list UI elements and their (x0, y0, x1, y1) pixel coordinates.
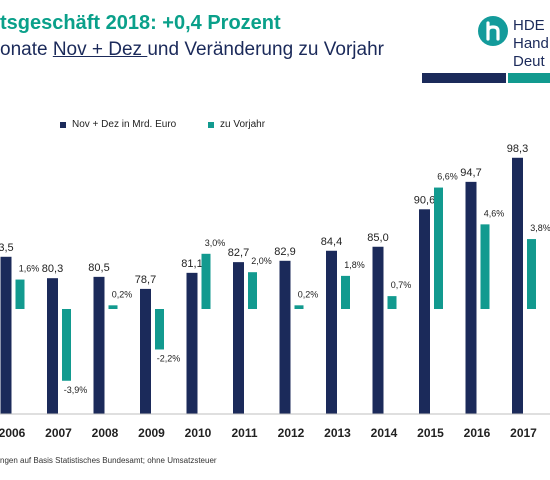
subtitle-prefix: onate (0, 39, 53, 60)
bar-zu-vorjahr-2015 (434, 187, 443, 309)
value-label-nov-dez-2008: 80,5 (88, 262, 109, 274)
bar-nov-dez-2012 (279, 260, 291, 414)
bar-nov-dez-2006 (0, 256, 12, 414)
x-tick-label-2013: 2013 (324, 426, 351, 440)
bar-zu-vorjahr-2010 (201, 253, 211, 309)
value-label-zu-vorjahr-2014: 0,7% (391, 280, 412, 290)
logo-line-2: Hand (513, 35, 549, 52)
x-tick-label-2007: 2007 (45, 426, 72, 440)
x-tick-label-2014: 2014 (371, 426, 398, 440)
hde-logo-icon (478, 16, 508, 46)
bar-zu-vorjahr-2013 (341, 275, 350, 309)
value-label-zu-vorjahr-2008: 0,2% (112, 289, 133, 299)
legend-swatch-teal (208, 121, 214, 128)
bar-zu-vorjahr-2011 (248, 272, 257, 309)
bar-zu-vorjahr-2012 (294, 305, 304, 309)
bar-zu-vorjahr-2007 (62, 309, 71, 381)
value-label-nov-dez-2011: 82,7 (228, 247, 249, 259)
value-label-zu-vorjahr-2010: 3,0% (205, 238, 226, 248)
value-label-nov-dez-2010: 81,1 (181, 258, 202, 270)
x-tick-label-2011: 2011 (231, 426, 257, 440)
value-label-nov-dez-2007: 80,3 (42, 263, 63, 275)
value-label-zu-vorjahr-2016: 4,6% (484, 208, 505, 218)
legend-swatch-navy (60, 121, 66, 128)
bar-nov-dez-2011 (233, 262, 244, 414)
chart-subtitle: onate Nov + Dez und Veränderung zu Vorja… (0, 39, 470, 61)
bar-zu-vorjahr-2008 (108, 305, 118, 309)
value-label-zu-vorjahr-2017: 3,8% (530, 223, 550, 233)
value-label-zu-vorjahr-2009: -2,2% (157, 353, 181, 363)
value-label-zu-vorjahr-2006: 1,6% (19, 264, 40, 274)
bar-nov-dez-2008 (93, 276, 105, 414)
bar-nov-dez-2014 (372, 246, 384, 414)
bar-zu-vorjahr-2016 (480, 224, 490, 309)
hde-logo: HDE Hand Deut (474, 12, 550, 72)
legend-item-vorjahr: zu Vorjahr (208, 119, 265, 130)
bar-zu-vorjahr-2006 (15, 279, 25, 309)
x-tick-label-2017: 2017 (510, 426, 537, 440)
legend-label-nov-dez: Nov + Dez in Mrd. Euro (72, 119, 177, 130)
footnote: ngen auf Basis Statistisches Bundesamt; … (0, 456, 217, 465)
bar-zu-vorjahr-2009 (155, 309, 164, 350)
bar-nov-dez-2010 (186, 272, 198, 414)
value-label-zu-vorjahr-2013: 1,8% (344, 260, 365, 270)
x-tick-label-2010: 2010 (185, 426, 212, 440)
bar-nov-dez-2017 (512, 157, 523, 414)
value-label-nov-dez-2017: 98,3 (507, 143, 528, 155)
bar-zu-vorjahr-2014 (387, 296, 397, 309)
value-label-nov-dez-2006: 3,5 (0, 242, 14, 254)
value-label-nov-dez-2014: 85,0 (367, 232, 388, 244)
decorative-bar-teal (508, 73, 550, 83)
logo-line-3: Deut (513, 53, 545, 70)
value-label-nov-dez-2013: 84,4 (321, 236, 342, 248)
bar-nov-dez-2015 (419, 209, 430, 414)
decorative-bar-navy (422, 73, 506, 83)
x-tick-label-2006: 2006 (0, 426, 26, 440)
value-label-zu-vorjahr-2012: 0,2% (298, 289, 319, 299)
logo-line-1: HDE (513, 17, 545, 34)
value-label-nov-dez-2009: 78,7 (135, 274, 156, 286)
legend-label-vorjahr: zu Vorjahr (220, 119, 266, 130)
value-label-zu-vorjahr-2015: 6,6% (437, 172, 458, 182)
bar-nov-dez-2009 (140, 288, 151, 414)
value-label-zu-vorjahr-2011: 2,0% (251, 256, 272, 266)
x-tick-label-2016: 2016 (464, 426, 491, 440)
legend-item-nov-dez: Nov + Dez in Mrd. Euro (60, 119, 176, 130)
subtitle-underlined: Nov + Dez (52, 39, 148, 60)
subtitle-suffix: und Veränderung zu Vorjahr (147, 39, 384, 60)
x-tick-label-2015: 2015 (417, 426, 444, 440)
value-label-nov-dez-2015: 90,6 (414, 194, 435, 206)
value-label-nov-dez-2012: 82,9 (274, 246, 295, 258)
bar-nov-dez-2007 (47, 278, 58, 414)
x-tick-label-2008: 2008 (92, 426, 119, 440)
value-label-zu-vorjahr-2007: -3,9% (64, 385, 88, 395)
bar-nov-dez-2013 (326, 250, 337, 414)
x-tick-label-2009: 2009 (138, 426, 165, 440)
x-tick-label-2012: 2012 (278, 426, 305, 440)
chart-title: tsgeschäft 2018: +0,4 Prozent (0, 12, 281, 34)
bar-zu-vorjahr-2017 (527, 239, 536, 309)
value-label-nov-dez-2016: 94,7 (460, 167, 481, 179)
bar-nov-dez-2016 (465, 181, 477, 414)
